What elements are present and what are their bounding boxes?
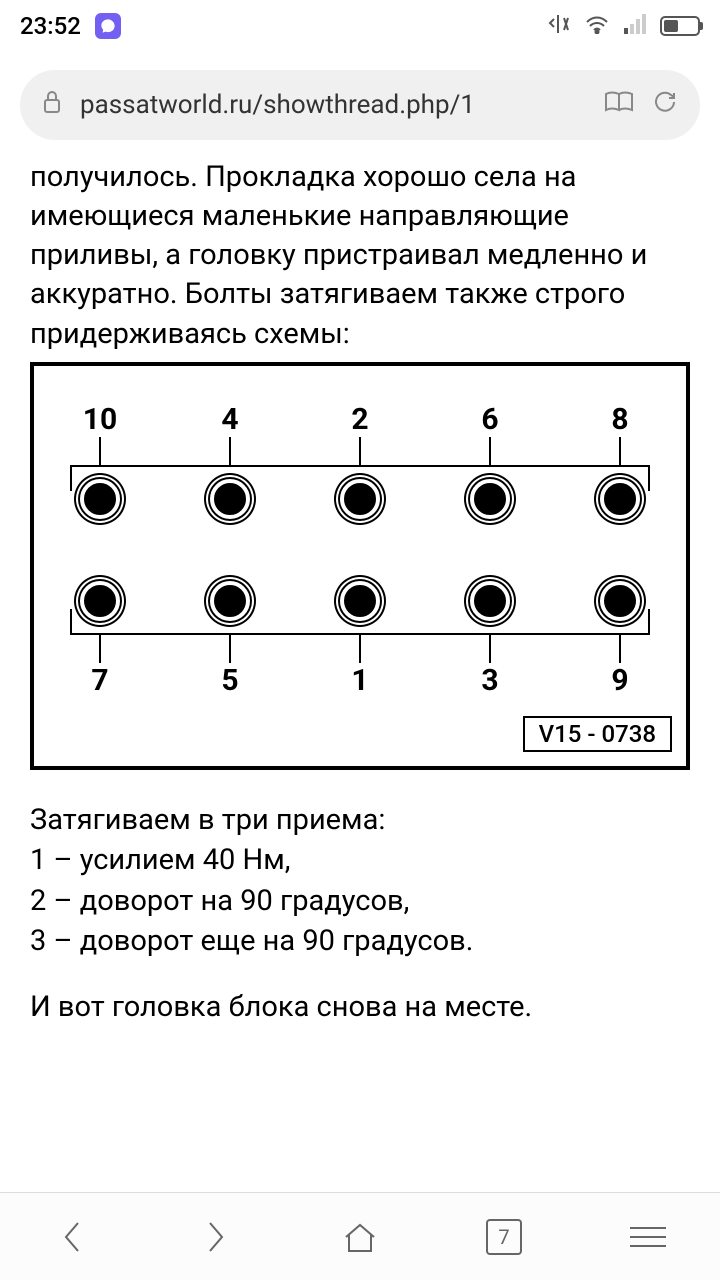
step-line: 3 – доворот еще на 90 градусов. — [30, 921, 690, 962]
address-url: passatworld.ru/showthread.php/1 — [80, 90, 586, 120]
viber-notification-icon — [95, 13, 121, 39]
reader-mode-icon[interactable] — [604, 90, 634, 121]
signal-icon — [624, 14, 646, 38]
wifi-icon — [584, 14, 610, 38]
tightening-steps: Затягиваем в три приема: 1 – усилием 40 … — [30, 800, 690, 962]
refresh-icon[interactable] — [652, 89, 678, 122]
steps-title: Затягиваем в три приема: — [30, 800, 690, 841]
lock-icon — [42, 90, 62, 120]
step-line: 1 – усилием 40 Нм, — [30, 840, 690, 881]
address-bar[interactable]: passatworld.ru/showthread.php/1 — [20, 70, 700, 140]
mute-icon — [546, 12, 570, 40]
tab-count: 7 — [498, 1225, 509, 1249]
bolt-label: 5 — [221, 663, 238, 698]
hamburger-icon — [630, 1227, 666, 1247]
bolt-label: 2 — [351, 402, 368, 437]
status-bar: 23:52 — [0, 0, 720, 52]
home-button[interactable] — [330, 1207, 390, 1267]
menu-button[interactable] — [618, 1207, 678, 1267]
bolt-label: 7 — [91, 663, 108, 698]
bolt-label: 4 — [221, 402, 238, 437]
bolt-label: 8 — [611, 402, 628, 437]
diagram-bottom-labels: 7 5 1 3 9 — [48, 635, 672, 698]
page-content: получилось. Прокладка хорошо села на име… — [0, 158, 720, 1192]
forward-button[interactable] — [186, 1207, 246, 1267]
paragraph-2: И вот головка блока снова на месте. — [30, 990, 690, 1024]
bolt-label: 6 — [481, 402, 498, 437]
bolt-label: 9 — [611, 663, 628, 698]
diagram-top-labels: 10 4 2 6 8 — [48, 402, 672, 465]
back-button[interactable] — [42, 1207, 102, 1267]
tabs-button[interactable]: 7 — [474, 1207, 534, 1267]
bolt-label: 10 — [83, 402, 117, 437]
status-time: 23:52 — [20, 12, 81, 40]
diagram-code: V15 - 0738 — [523, 716, 672, 752]
paragraph-1: получилось. Прокладка хорошо села на име… — [30, 158, 690, 354]
bolt-label: 1 — [351, 663, 368, 698]
battery-icon — [660, 16, 700, 36]
address-bar-container: passatworld.ru/showthread.php/1 — [0, 52, 720, 158]
bolt-diagram: 10 4 2 6 8 7 5 1 3 — [30, 362, 690, 770]
step-line: 2 – доворот на 90 градусов, — [30, 881, 690, 922]
diagram-code-container: V15 - 0738 — [48, 698, 672, 752]
bolt-label: 3 — [481, 663, 498, 698]
browser-nav-bar: 7 — [0, 1192, 720, 1280]
